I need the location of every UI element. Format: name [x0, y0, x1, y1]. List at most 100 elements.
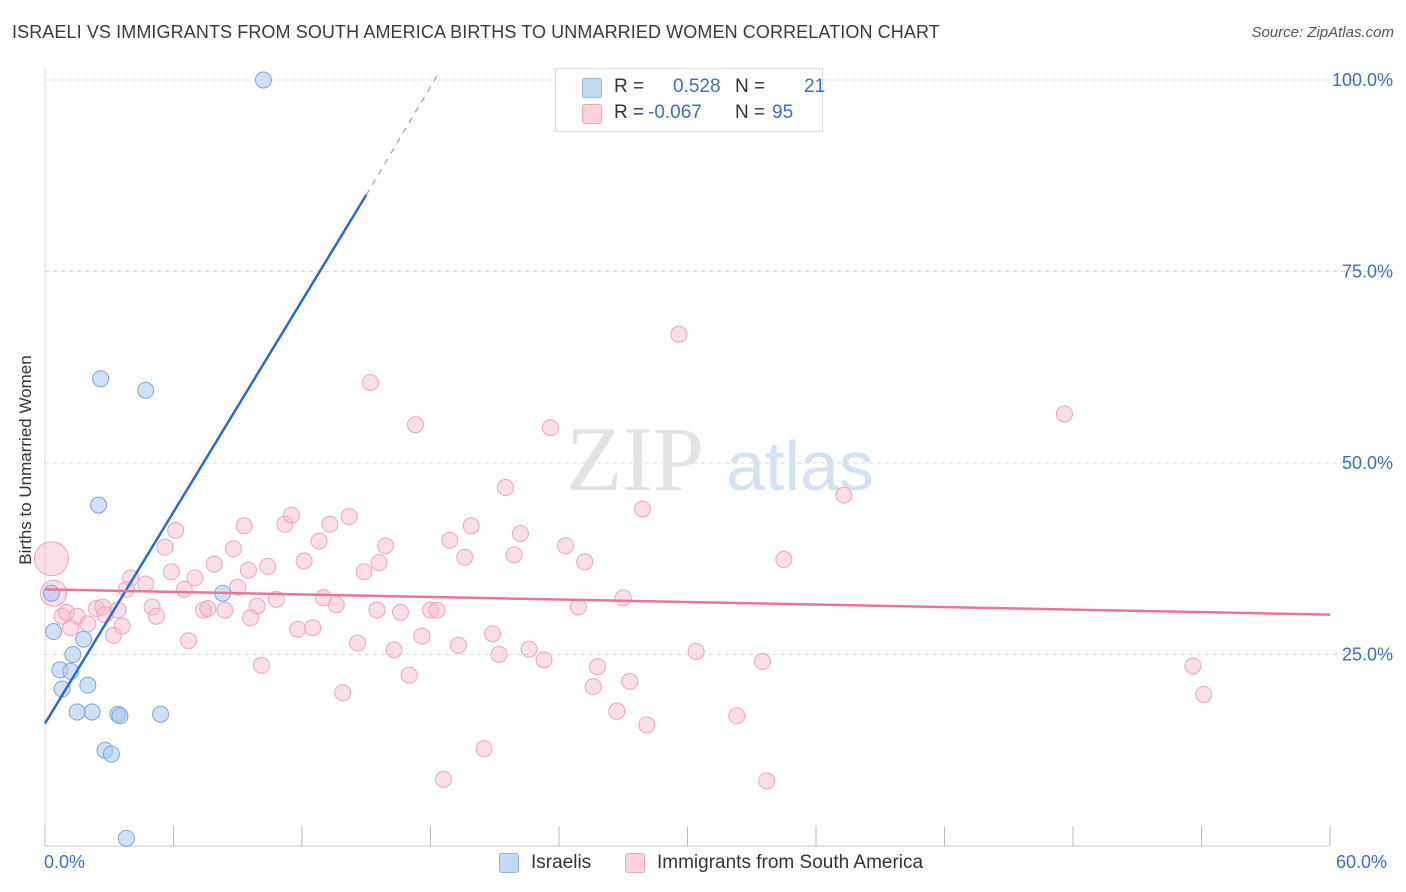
blue-point: [92, 370, 110, 388]
pink-point: [422, 601, 439, 619]
pink-point: [753, 652, 771, 670]
pink-point: [1195, 685, 1213, 703]
pink-point: [224, 540, 242, 558]
blue-point: [68, 703, 86, 721]
blue-point: [64, 646, 82, 663]
blue-point: [254, 71, 272, 89]
pink-point: [569, 598, 587, 616]
pink-point: [229, 578, 247, 596]
pink-point: [392, 603, 410, 621]
pink-point: [62, 619, 80, 637]
legend-n-label: N =: [735, 102, 766, 123]
blue-point: [152, 705, 170, 723]
pink-point: [147, 607, 165, 625]
pink-point: [576, 553, 594, 571]
pink-point: [87, 600, 105, 618]
pink-point: [340, 508, 358, 526]
pink-point: [728, 707, 746, 725]
blue-point: [83, 703, 101, 721]
pink-point: [239, 561, 257, 579]
pink-point: [327, 596, 345, 614]
pink-point: [267, 590, 285, 608]
pink-point: [276, 515, 294, 533]
pink-point: [670, 325, 688, 343]
pink-point: [199, 600, 217, 618]
pink-point: [304, 619, 322, 637]
pink-point: [758, 772, 776, 790]
pink-point: [368, 601, 386, 619]
pink-point: [835, 486, 853, 504]
pink-point: [216, 601, 234, 619]
pink-point: [490, 646, 508, 663]
pink-point: [511, 524, 529, 542]
watermark: ZIP atlas: [566, 408, 874, 510]
pink-point: [79, 615, 97, 633]
pink-point: [321, 515, 339, 533]
x-tick-label-min: 0.0%: [44, 852, 86, 872]
pink-point: [370, 554, 388, 572]
pink-point: [584, 678, 602, 696]
pink-point: [355, 563, 373, 581]
blue-point: [79, 676, 97, 694]
source-label: Source: ZipAtlas.com: [1251, 24, 1394, 41]
pink-point: [113, 617, 131, 635]
blue-point: [137, 381, 155, 399]
legend-n-label: N =: [735, 76, 766, 97]
pink-point: [484, 625, 502, 643]
pink-point: [385, 641, 403, 659]
trend-lines: [43, 72, 1331, 725]
pink-point: [349, 634, 367, 652]
legend-swatch-blue: [582, 78, 602, 98]
pink-point: [205, 555, 223, 573]
trend-line-immigrants: [44, 588, 1331, 616]
pink-point: [449, 636, 467, 654]
legend-r-value: -0.067: [648, 102, 702, 123]
pink-point: [400, 666, 418, 684]
legend-swatch-pink: [582, 104, 602, 124]
pink-point: [252, 656, 270, 674]
pink-point: [156, 538, 174, 556]
pink-point: [775, 551, 793, 569]
axis-layer: [44, 68, 1331, 847]
blue-point: [102, 745, 120, 763]
pink-point: [456, 548, 474, 566]
pink-point: [475, 740, 493, 758]
legend-swatch-pink: [625, 853, 645, 873]
pink-point: [496, 479, 514, 497]
pink-point: [186, 569, 204, 587]
y-axis-label-wrap: Births to Unmarried Women: [6, 0, 46, 892]
blue-point: [90, 496, 108, 514]
blue-point: [111, 707, 129, 725]
pink-point: [413, 627, 431, 645]
pink-point: [137, 575, 155, 593]
pink-point: [282, 506, 300, 524]
pink-point: [334, 684, 352, 702]
y-axis-label: Births to Unmarried Women: [16, 355, 35, 565]
pink-point: [434, 770, 452, 788]
pink-point: [1184, 657, 1202, 675]
series-pink-points: [33, 325, 1213, 790]
x-tick-label-max: 60.0%: [1336, 852, 1388, 872]
legend-label-immigrants: Immigrants from South America: [657, 852, 924, 873]
legend-n-value: 95: [772, 102, 794, 123]
pink-point: [295, 552, 313, 570]
legend-r-label: R =: [614, 102, 645, 123]
pink-point: [441, 531, 459, 549]
pink-point: [462, 517, 480, 535]
pink-point: [621, 672, 639, 690]
pink-point: [589, 658, 607, 676]
blue-point: [117, 829, 135, 847]
trend-line-israelis-extension: [365, 72, 440, 196]
pink-point: [634, 500, 652, 518]
legend-swatch-blue: [499, 853, 519, 873]
series-blue-points: [42, 71, 272, 847]
pink-point: [687, 642, 705, 660]
pink-point: [167, 521, 185, 539]
pink-point: [105, 626, 123, 644]
pink-point: [638, 716, 656, 734]
pink-point: [179, 632, 197, 650]
y-tick-label: 75.0%: [1342, 262, 1393, 282]
y-tick-labels: 25.0% 50.0% 75.0% 100.0%: [1332, 70, 1393, 665]
pink-point: [428, 601, 446, 619]
pink-point: [259, 557, 277, 575]
